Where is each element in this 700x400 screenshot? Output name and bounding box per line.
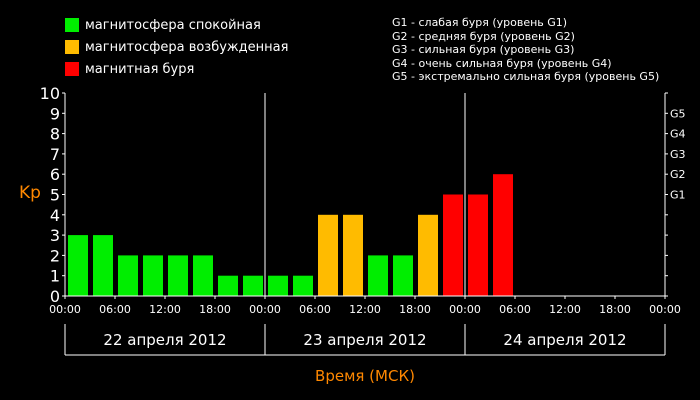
x-tick-label: 00:00	[249, 303, 281, 316]
kp-bar	[493, 174, 513, 296]
kp-bar	[118, 255, 138, 296]
kp-bar	[443, 194, 463, 296]
x-tick-label: 06:00	[299, 303, 331, 316]
kp-bar	[243, 275, 263, 296]
x-axis-label: Время (МСК)	[315, 367, 415, 385]
g-level-label: G2	[670, 168, 686, 181]
kp-bar	[268, 275, 288, 296]
g-level-label: G4	[670, 128, 686, 141]
legend-label: магнитосфера возбужденная	[85, 39, 289, 55]
kp-bar	[293, 275, 313, 296]
kp-bar	[343, 214, 363, 296]
x-tick-label: 18:00	[599, 303, 631, 316]
day-label: 22 апреля 2012	[103, 331, 226, 349]
x-tick-label: 18:00	[199, 303, 231, 316]
x-tick-label: 18:00	[399, 303, 431, 316]
y-tick-label: 3	[50, 226, 60, 245]
x-tick-label: 12:00	[149, 303, 181, 316]
storm-scale-list: G1 - слабая буря (уровень G1) G2 - средн…	[392, 16, 659, 84]
storm-scale-g3: G3 - сильная буря (уровень G3)	[392, 43, 575, 56]
y-axis-label: Kp	[19, 183, 41, 203]
x-tick-label: 06:00	[499, 303, 531, 316]
y-tick-label: 0	[50, 287, 60, 306]
kp-bar	[418, 214, 438, 296]
storm-scale-g1: G1 - слабая буря (уровень G1)	[392, 16, 568, 29]
kp-bar	[193, 255, 213, 296]
legend-swatch	[65, 40, 79, 54]
storm-scale-g4: G4 - очень сильная буря (уровень G4)	[392, 56, 612, 70]
legend-item: магнитосфера спокойная	[65, 17, 261, 33]
y-tick-label: 7	[50, 145, 60, 164]
y-tick-label: 1	[50, 267, 60, 286]
kp-bar	[143, 255, 163, 296]
g-level-label: G5	[670, 107, 686, 120]
kp-bar	[468, 194, 488, 296]
storm-scale-g2: G2 - средняя буря (уровень G2)	[392, 29, 575, 43]
kp-bar	[393, 255, 413, 296]
x-tick-label: 12:00	[549, 303, 581, 316]
y-tick-label: 9	[50, 104, 60, 123]
x-tick-label: 00:00	[449, 303, 481, 316]
g-level-label: G3	[670, 148, 686, 161]
y-tick-label: 4	[50, 206, 60, 225]
day-label: 24 апреля 2012	[503, 331, 626, 349]
legend-item: магнитная буря	[65, 61, 194, 77]
x-tick-label: 12:00	[349, 303, 381, 316]
kp-bar	[368, 255, 388, 296]
kp-bar	[93, 235, 113, 296]
legend-item: магнитосфера возбужденная	[65, 39, 288, 55]
y-tick-label: 8	[50, 125, 60, 144]
y-tick-label: 2	[50, 246, 60, 265]
x-tick-label: 00:00	[649, 303, 681, 316]
y-tick-label: 5	[50, 186, 60, 205]
x-tick-label: 00:00	[49, 303, 81, 316]
storm-scale-g5: G5 - экстремально сильная буря (уровень …	[392, 70, 660, 83]
kp-bar	[68, 235, 88, 296]
legend-swatch	[65, 18, 79, 32]
legend-label: магнитосфера спокойная	[85, 17, 261, 33]
y-tick-label: 6	[50, 165, 60, 184]
g-level-label: G1	[670, 189, 686, 202]
x-tick-label: 06:00	[99, 303, 131, 316]
legend-label: магнитная буря	[85, 61, 195, 77]
y-tick-label: 10	[40, 84, 60, 103]
kp-bar	[168, 255, 188, 296]
kp-bar	[218, 275, 238, 296]
kp-bar	[318, 214, 338, 296]
legend-swatch	[65, 62, 79, 76]
day-label: 23 апреля 2012	[303, 331, 426, 349]
